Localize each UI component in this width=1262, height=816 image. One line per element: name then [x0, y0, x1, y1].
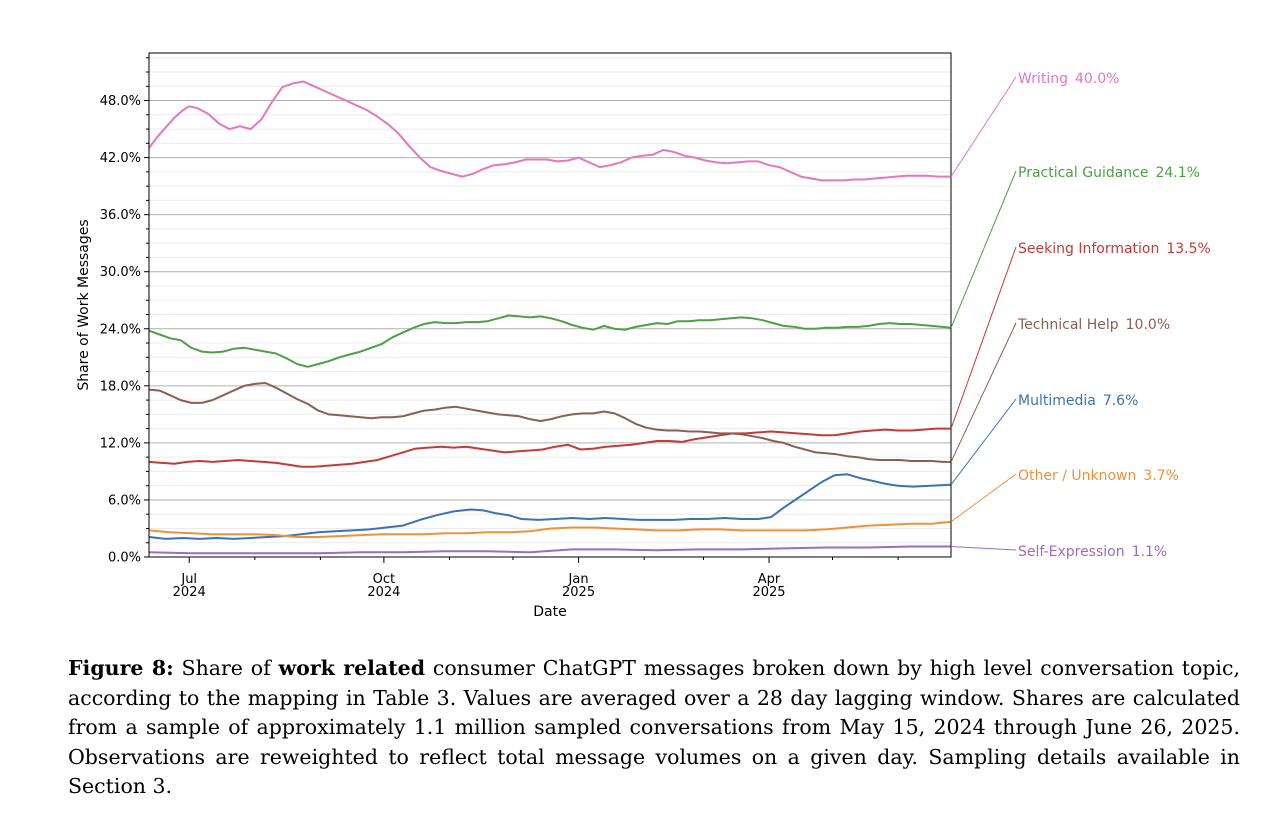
y-tick-label: 12.0%	[100, 436, 141, 451]
label-connector	[950, 170, 1017, 329]
y-axis-label: Share of Work Messages	[76, 219, 92, 390]
series-line-seeking-information	[148, 427, 951, 468]
label-connector	[950, 398, 1017, 486]
x-tick-year-label: 2024	[173, 585, 206, 600]
y-tick-label: 48.0%	[100, 94, 141, 109]
y-tick-label: 18.0%	[100, 379, 141, 394]
x-axis-label: Date	[533, 604, 566, 620]
label-connector	[950, 322, 1017, 463]
caption-text-a: Share of	[173, 656, 279, 680]
x-tick-year-label: 2024	[367, 585, 400, 600]
end-label: Practical Guidance 24.1%	[1018, 165, 1200, 181]
label-connector	[950, 76, 1017, 177]
end-labels: Writing 40.0% Practical Guidance 24.1% See…	[950, 71, 1211, 560]
line-chart: 0.0% 6.0% 12.0% 18.0% 24.0% 30.0% 36.0% 42.0% 48…	[76, 52, 1211, 620]
end-label: Seeking Information 13.5%	[1018, 241, 1211, 257]
x-tick-year-label: 2025	[562, 585, 595, 600]
grid-lines	[149, 57, 951, 558]
series-line-practical-guidance	[148, 314, 952, 368]
label-connector	[950, 246, 1017, 429]
caption-bold-phrase: work related	[278, 656, 426, 680]
y-tick-label: 30.0%	[100, 265, 141, 280]
x-tick-year-label: 2025	[752, 585, 785, 600]
plot-frame	[148, 52, 952, 558]
y-tick-label: 42.0%	[100, 151, 141, 166]
figure-label: Figure 8:	[68, 656, 174, 680]
series-line-writing	[148, 80, 951, 182]
end-label: Other / Unknown 3.7%	[1018, 468, 1179, 484]
x-tick-label: Jul	[180, 572, 197, 587]
label-connector	[950, 473, 1017, 523]
series-lines	[148, 80, 952, 555]
x-tick-label: Jan	[568, 572, 589, 587]
y-tick-label: 36.0%	[100, 208, 141, 223]
end-label: Self-Expression 1.1%	[1018, 544, 1167, 560]
series-line-multimedia	[148, 473, 952, 540]
end-label: Multimedia 7.6%	[1018, 393, 1138, 409]
x-tick-label: Oct	[373, 572, 395, 587]
end-label: Writing 40.0%	[1018, 71, 1119, 87]
axes: 0.0% 6.0% 12.0% 18.0% 24.0% 30.0% 36.0% 42.0% 48…	[100, 52, 952, 600]
end-label: Technical Help 10.0%	[1017, 317, 1170, 333]
label-connector	[950, 546, 1017, 551]
series-line-self-expression	[148, 545, 951, 555]
y-tick-label: 0.0%	[108, 551, 141, 566]
series-line-other-unknown	[148, 520, 952, 538]
y-tick-label: 24.0%	[100, 322, 141, 337]
caption-text-b: consumer ChatGPT messages broken down by…	[68, 656, 1240, 798]
x-tick-label: Apr	[758, 572, 781, 587]
series-line-technical-help	[148, 382, 951, 463]
figure-caption: Figure 8: Share of work related consumer…	[68, 654, 1240, 802]
y-tick-label: 6.0%	[108, 493, 141, 508]
